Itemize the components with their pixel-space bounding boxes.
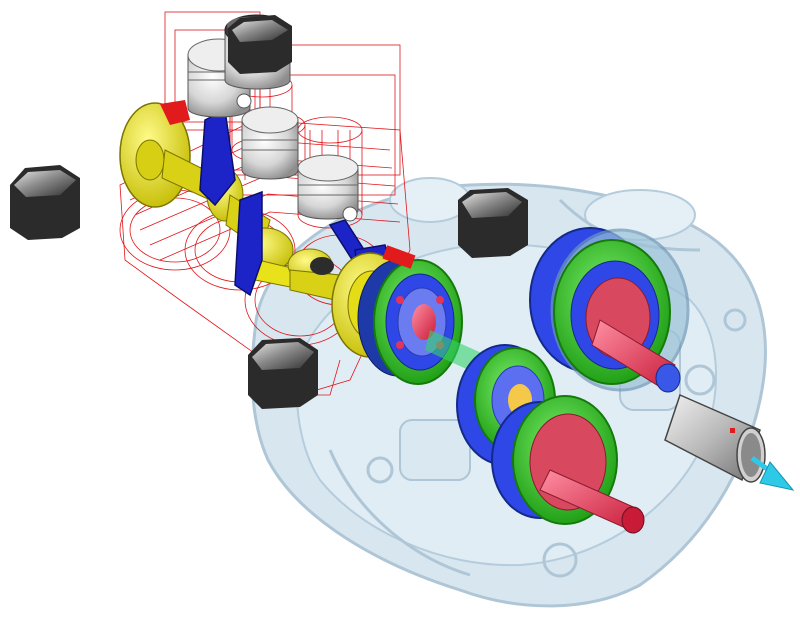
camera-node [10,165,80,240]
planetary-gearset [491,395,645,534]
output-shaft [664,393,766,483]
planetary-gearset [331,245,463,385]
piston [241,106,299,180]
output-direction-arrow [750,455,795,491]
piston [297,154,359,222]
planetary-gearset [529,227,690,393]
camera-node [248,338,318,409]
camera-node [228,15,292,74]
camera-node [458,188,528,258]
